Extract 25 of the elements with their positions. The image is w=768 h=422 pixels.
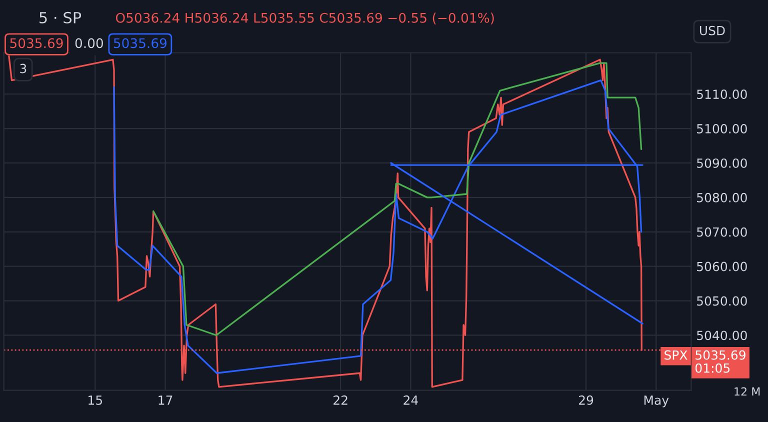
- x-tick-label: 29: [578, 395, 594, 405]
- text: 5035.69: [696, 350, 746, 360]
- text: 12 M: [734, 387, 760, 396]
- y-tick-label: 5080.00: [697, 192, 747, 202]
- y-tick-label: 5110.00: [697, 90, 747, 100]
- y-tick-label: 5090.00: [697, 158, 747, 168]
- text: 01:05: [695, 363, 730, 373]
- x-tick-label: 22: [334, 395, 348, 405]
- text: 5035.69: [114, 38, 167, 48]
- y-tick-label: 5050.00: [697, 296, 747, 306]
- y-tick-label: 5040.00: [697, 330, 747, 340]
- x-tick-label: May: [644, 396, 669, 408]
- text: 5035.69: [10, 38, 63, 48]
- ref-line-label: SPX: [664, 350, 688, 360]
- text: O5036.24 H5036.24 L5035.55 C5035.69 −0.55 (−0.01%): [116, 12, 494, 24]
- y-tick-label: 5100.00: [697, 124, 747, 134]
- text: USD: [700, 26, 725, 36]
- chart-title: 5 · SP: [40, 12, 82, 24]
- text: 0.00: [75, 38, 103, 48]
- x-tick-label: 17: [158, 396, 172, 405]
- x-tick-label: 15: [88, 396, 102, 405]
- y-tick-label: 5060.00: [697, 262, 747, 272]
- y-tick-label: 5070.00: [697, 227, 747, 237]
- x-tick-label: 24: [404, 395, 418, 405]
- annotation: 3: [20, 64, 26, 74]
